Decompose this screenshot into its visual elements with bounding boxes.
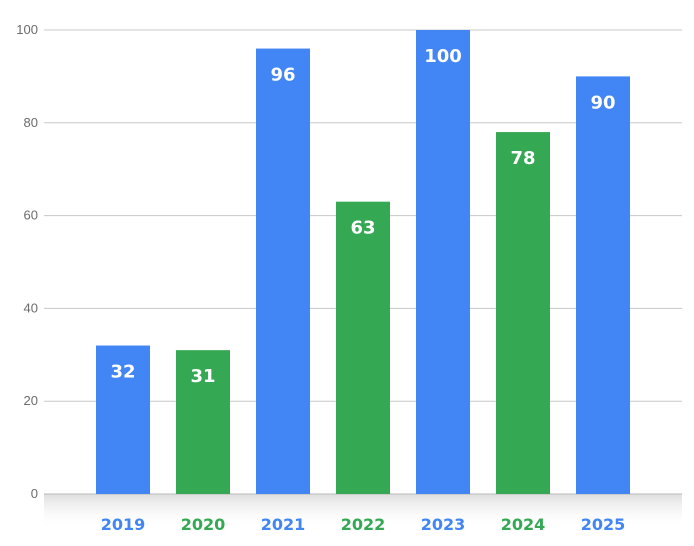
data-label-2025: 90 [590,92,615,113]
y-tick-label: 0 [31,486,38,501]
bar-2022 [336,201,390,494]
baseline-shadow [44,494,682,528]
data-label-2020: 31 [190,366,215,387]
bar-2019 [96,345,150,494]
bar-2021 [256,48,310,495]
x-tick-label-2025: 2025 [581,515,626,534]
data-label-2024: 78 [510,148,535,169]
y-tick-label: 60 [24,208,38,223]
y-tick-label: 100 [16,22,38,37]
data-label-2019: 32 [110,362,135,383]
bar-2023 [416,30,470,494]
x-tick-label-2019: 2019 [101,515,146,534]
x-tick-label-2024: 2024 [501,515,546,534]
y-tick-label: 40 [24,300,38,315]
data-label-2022: 63 [350,218,375,239]
y-axis-tick-labels: 0 20 40 60 80 100 [16,22,38,501]
data-label-2021: 96 [270,65,295,86]
y-tick-label: 80 [24,115,38,130]
x-tick-label-2022: 2022 [341,515,386,534]
x-tick-label-2023: 2023 [421,515,466,534]
x-tick-label-2021: 2021 [261,515,306,534]
y-tick-label: 20 [24,393,38,408]
bar-2020 [176,350,230,494]
bar-2025 [576,76,630,495]
bars [96,30,630,495]
x-axis-tick-labels: 2019 2020 2021 2022 2023 2024 2025 [101,515,626,534]
data-label-2023: 100 [424,46,462,67]
x-tick-label-2020: 2020 [181,515,226,534]
data-labels: 32 31 96 63 100 78 90 [110,46,615,387]
bar-2024 [496,132,550,494]
